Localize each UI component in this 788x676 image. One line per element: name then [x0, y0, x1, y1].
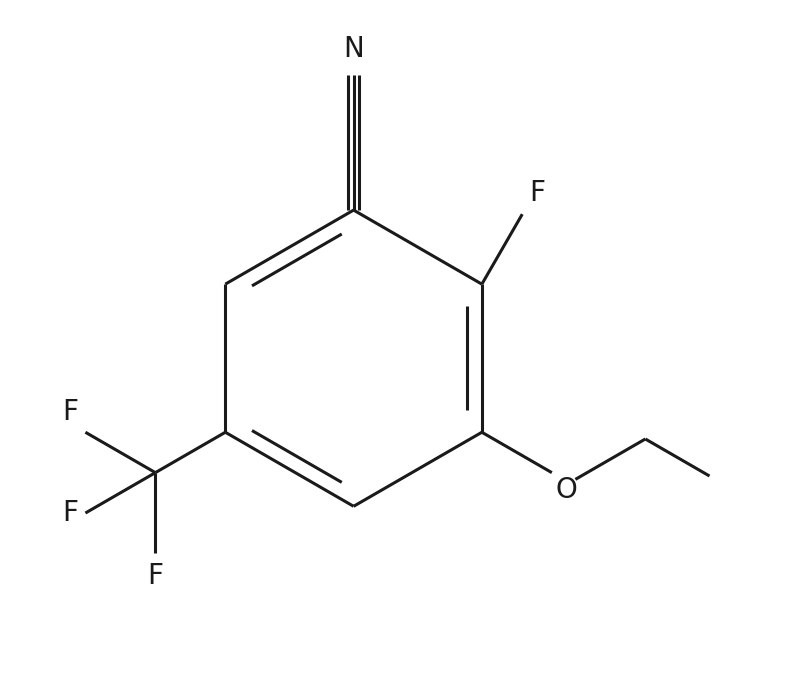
Text: F: F [147, 562, 163, 589]
Text: O: O [556, 476, 577, 504]
Text: F: F [63, 499, 79, 527]
Text: F: F [63, 397, 79, 425]
Text: F: F [529, 179, 545, 208]
Text: N: N [344, 35, 364, 64]
